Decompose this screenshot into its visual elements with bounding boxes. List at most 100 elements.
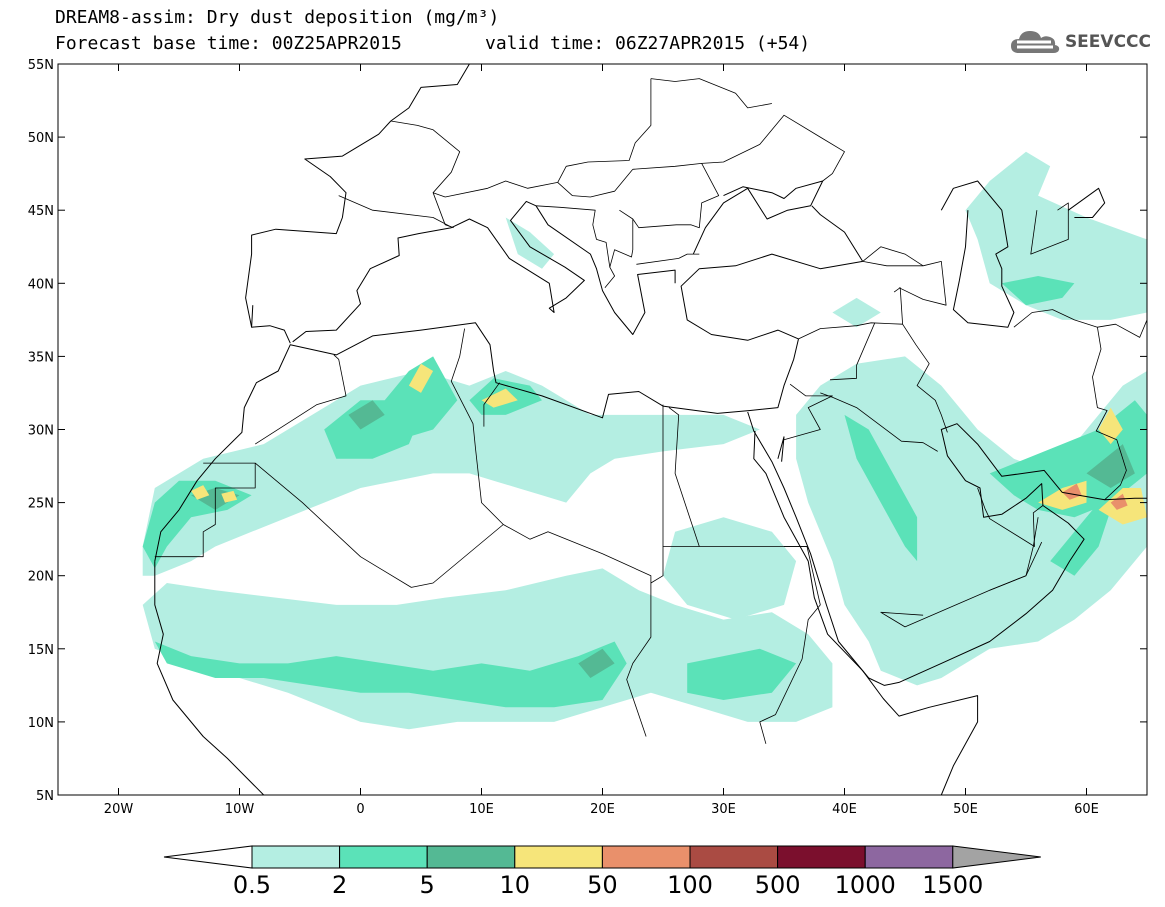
lon-tick-label: 20W bbox=[104, 802, 134, 817]
coastline bbox=[940, 180, 1015, 328]
lat-tick-label: 15N bbox=[28, 643, 54, 658]
country-border bbox=[450, 328, 504, 525]
dust-region-level-2 bbox=[384, 356, 458, 437]
dust-region-level-5 bbox=[1062, 483, 1082, 500]
country-border bbox=[829, 322, 876, 381]
coastline bbox=[245, 64, 470, 328]
country-border bbox=[619, 162, 720, 229]
colorbar-label: 2 bbox=[332, 871, 347, 899]
colorbar-segment bbox=[251, 845, 341, 869]
lat-tick-label: 30N bbox=[28, 424, 54, 439]
dust-region-level-3 bbox=[1086, 444, 1135, 488]
colorbar-segment bbox=[777, 845, 866, 869]
country-border bbox=[989, 541, 1043, 591]
lon-tick-label: 30E bbox=[711, 802, 736, 817]
dust-region-level-5 bbox=[1110, 493, 1128, 510]
lat-tick-label: 5N bbox=[36, 789, 54, 804]
dust-region-level-3 bbox=[578, 648, 615, 678]
colorbar-segment bbox=[426, 845, 516, 869]
lat-tick-label: 10N bbox=[28, 716, 54, 731]
country-border bbox=[338, 195, 453, 229]
dust-region-level-2 bbox=[154, 641, 627, 708]
country-border bbox=[862, 246, 924, 267]
country-border bbox=[668, 407, 700, 547]
coastline bbox=[292, 200, 676, 343]
colorbar-label: 500 bbox=[755, 871, 801, 899]
colorbar-label: 10 bbox=[500, 871, 531, 899]
lat-tick-label: 50N bbox=[28, 131, 54, 146]
country-border bbox=[609, 219, 634, 268]
country-border bbox=[254, 354, 347, 445]
colorbar-label: 0.5 bbox=[233, 871, 271, 899]
country-border bbox=[650, 78, 772, 109]
country-border bbox=[1092, 327, 1127, 500]
lon-tick-label: 10W bbox=[225, 802, 255, 817]
dust-deposition-regions bbox=[142, 151, 1147, 730]
colorbar-segment bbox=[689, 845, 779, 869]
dust-region-level-1 bbox=[832, 297, 881, 328]
coastline bbox=[251, 305, 291, 344]
colorbar-label: 1000 bbox=[835, 871, 896, 899]
dust-region-level-2 bbox=[687, 648, 797, 700]
coastline bbox=[1068, 187, 1106, 218]
axis-ticks: 20W 10W 0 10E 20E 30E 40E 50E 60E 55N 50N 45N 40N 35N… bbox=[28, 58, 1147, 817]
country-border bbox=[557, 169, 634, 198]
coastlines bbox=[154, 64, 1147, 795]
lat-tick-label: 35N bbox=[28, 350, 54, 365]
lat-tick-label: 40N bbox=[28, 277, 54, 292]
coastline bbox=[154, 561, 265, 795]
coastline bbox=[154, 253, 863, 562]
cloud-icon bbox=[1010, 31, 1060, 53]
dust-region-level-1 bbox=[965, 151, 1147, 320]
dust-region-level-1 bbox=[796, 356, 1147, 686]
colorbar-segment bbox=[601, 845, 691, 869]
country-border bbox=[154, 462, 256, 558]
colorbar-label: 100 bbox=[667, 871, 713, 899]
country-border bbox=[862, 260, 947, 306]
dust-region-level-4 bbox=[481, 388, 518, 408]
lon-tick-label: 60E bbox=[1074, 802, 1099, 817]
dust-region-level-2 bbox=[1050, 502, 1111, 576]
country-border bbox=[432, 192, 454, 229]
country-border bbox=[759, 546, 821, 744]
country-border bbox=[1097, 319, 1147, 338]
logo-text: SEEVCCC bbox=[1064, 32, 1151, 52]
colorbar-segment bbox=[339, 845, 428, 869]
country-border bbox=[390, 78, 652, 198]
lon-tick-label: 0 bbox=[356, 802, 364, 817]
coastline bbox=[777, 436, 785, 462]
lon-tick-label: 50E bbox=[953, 802, 978, 817]
colorbar-segment bbox=[514, 845, 603, 869]
dust-region-level-1 bbox=[142, 371, 760, 576]
country-border bbox=[626, 583, 652, 737]
country-border bbox=[254, 462, 807, 588]
colorbar: 0.5 2 5 10 50 100 500 1000 1500 bbox=[163, 845, 1041, 899]
country-border bbox=[783, 383, 833, 441]
dust-region-level-1 bbox=[142, 568, 833, 730]
dust-region-level-4 bbox=[408, 363, 434, 393]
dust-region-level-2 bbox=[844, 414, 918, 562]
lat-tick-label: 55N bbox=[28, 58, 54, 73]
coastline bbox=[692, 180, 824, 255]
coastline bbox=[753, 430, 979, 795]
map-title: DREAM8-assim: Dry dust deposition (mg/m³… bbox=[55, 7, 500, 28]
lon-tick-label: 20E bbox=[590, 802, 615, 817]
colorbar-label: 5 bbox=[420, 871, 435, 899]
dust-region-level-4 bbox=[191, 485, 210, 500]
forecast-base-time: Forecast base time: 00Z25APR2015 valid ti… bbox=[55, 33, 810, 54]
colorbar-label: 1500 bbox=[922, 871, 983, 899]
lon-tick-label: 10E bbox=[469, 802, 494, 817]
country-border bbox=[483, 382, 500, 427]
coastline bbox=[811, 205, 864, 262]
lat-tick-label: 25N bbox=[28, 497, 54, 512]
country-border bbox=[535, 205, 615, 288]
dust-region-level-3 bbox=[348, 400, 385, 430]
dust-region-level-2 bbox=[1001, 276, 1075, 306]
dust-region-level-4 bbox=[221, 490, 238, 503]
country-border bbox=[798, 287, 903, 340]
lat-tick-label: 45N bbox=[28, 204, 54, 219]
base-time-text: Forecast base time: 00Z25APR2015 bbox=[55, 33, 402, 54]
country-border bbox=[1030, 202, 1069, 255]
valid-time-text: valid time: 06Z27APR2015 (+54) bbox=[485, 33, 811, 54]
